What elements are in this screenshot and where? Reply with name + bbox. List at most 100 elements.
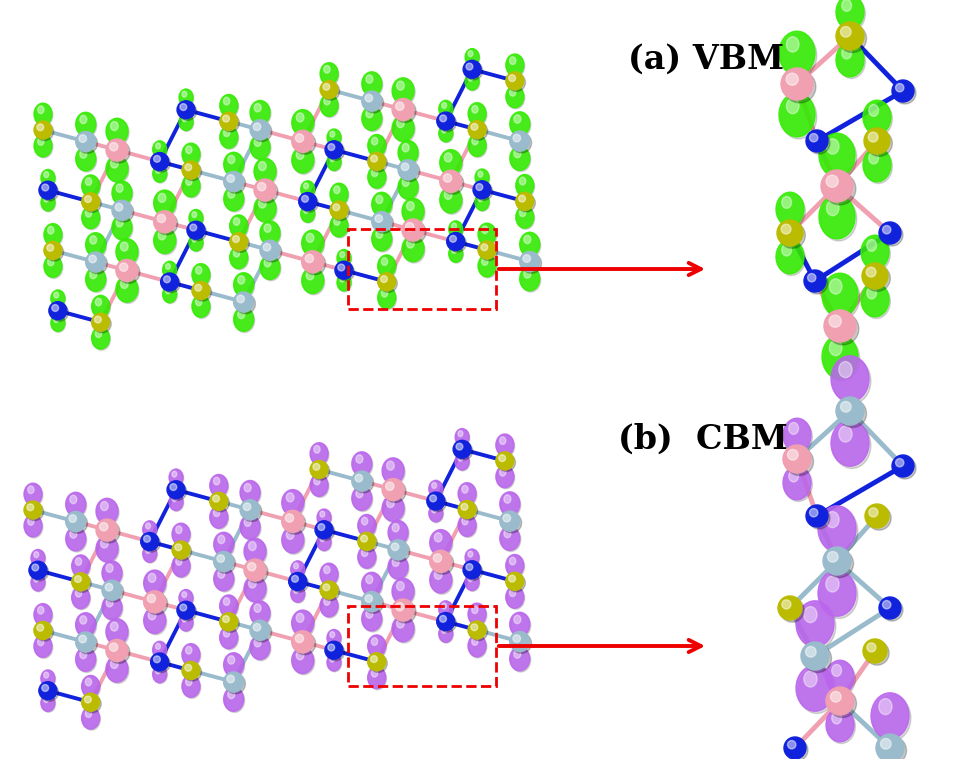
Ellipse shape: [290, 585, 305, 603]
Ellipse shape: [224, 153, 243, 176]
Ellipse shape: [326, 153, 341, 171]
Circle shape: [215, 553, 235, 573]
Circle shape: [786, 741, 795, 749]
Circle shape: [327, 644, 334, 651]
Circle shape: [805, 130, 828, 152]
Ellipse shape: [245, 577, 267, 603]
Ellipse shape: [169, 469, 183, 486]
Ellipse shape: [471, 638, 478, 645]
Ellipse shape: [506, 87, 525, 109]
Ellipse shape: [323, 566, 329, 574]
Circle shape: [327, 143, 334, 150]
Ellipse shape: [786, 36, 798, 52]
Circle shape: [40, 683, 59, 701]
Ellipse shape: [234, 272, 253, 297]
Ellipse shape: [154, 191, 177, 217]
Ellipse shape: [442, 628, 446, 633]
Ellipse shape: [163, 287, 177, 304]
Ellipse shape: [251, 102, 271, 126]
Ellipse shape: [214, 567, 234, 591]
Ellipse shape: [509, 589, 515, 597]
Ellipse shape: [383, 496, 404, 522]
Ellipse shape: [153, 228, 176, 254]
Text: (a) VBM: (a) VBM: [627, 43, 784, 75]
Circle shape: [84, 696, 91, 703]
Circle shape: [515, 192, 533, 210]
Ellipse shape: [172, 523, 190, 545]
Circle shape: [256, 181, 277, 203]
Ellipse shape: [333, 218, 340, 225]
Ellipse shape: [317, 509, 330, 526]
Ellipse shape: [31, 550, 45, 566]
Ellipse shape: [69, 496, 77, 504]
Circle shape: [47, 244, 54, 251]
Ellipse shape: [31, 550, 46, 567]
Ellipse shape: [439, 126, 453, 143]
Text: (b)  CBM: (b) CBM: [617, 423, 787, 455]
Circle shape: [361, 591, 381, 612]
Circle shape: [224, 172, 243, 191]
Ellipse shape: [44, 172, 49, 178]
Ellipse shape: [431, 568, 452, 594]
Ellipse shape: [85, 209, 92, 217]
Ellipse shape: [301, 267, 323, 294]
Ellipse shape: [231, 216, 248, 238]
Ellipse shape: [510, 648, 531, 672]
Circle shape: [800, 642, 828, 670]
Ellipse shape: [155, 143, 160, 149]
Ellipse shape: [382, 458, 404, 483]
Circle shape: [98, 521, 120, 543]
Circle shape: [34, 121, 52, 139]
Ellipse shape: [388, 521, 407, 544]
Circle shape: [807, 507, 829, 529]
Circle shape: [312, 462, 329, 480]
Ellipse shape: [243, 538, 266, 564]
Circle shape: [380, 276, 387, 282]
Circle shape: [29, 561, 47, 579]
Ellipse shape: [303, 207, 308, 213]
Ellipse shape: [439, 124, 452, 142]
Ellipse shape: [251, 637, 271, 660]
Circle shape: [355, 474, 362, 482]
Ellipse shape: [314, 446, 319, 453]
Ellipse shape: [170, 470, 184, 487]
Circle shape: [180, 104, 187, 111]
Circle shape: [301, 250, 323, 272]
Ellipse shape: [179, 590, 192, 606]
Ellipse shape: [239, 515, 260, 539]
Ellipse shape: [372, 194, 393, 218]
Circle shape: [153, 656, 160, 663]
Ellipse shape: [371, 638, 377, 645]
Circle shape: [146, 593, 167, 615]
Circle shape: [404, 221, 426, 243]
Ellipse shape: [112, 217, 133, 241]
Ellipse shape: [323, 597, 329, 605]
Ellipse shape: [378, 256, 397, 278]
Ellipse shape: [365, 75, 372, 83]
Circle shape: [469, 622, 488, 641]
Circle shape: [508, 575, 515, 582]
Circle shape: [163, 276, 170, 282]
Circle shape: [866, 643, 875, 652]
Ellipse shape: [224, 688, 243, 711]
Ellipse shape: [878, 698, 891, 715]
Ellipse shape: [48, 258, 54, 266]
Circle shape: [881, 225, 890, 234]
Ellipse shape: [496, 435, 514, 457]
Ellipse shape: [479, 256, 496, 278]
Circle shape: [893, 457, 915, 479]
Ellipse shape: [191, 236, 196, 242]
Circle shape: [227, 676, 234, 683]
Circle shape: [220, 613, 237, 631]
Ellipse shape: [361, 72, 381, 96]
Ellipse shape: [434, 570, 442, 579]
Circle shape: [326, 143, 344, 160]
Ellipse shape: [368, 167, 386, 189]
Circle shape: [185, 164, 191, 171]
Circle shape: [459, 502, 477, 520]
Circle shape: [518, 195, 525, 202]
Ellipse shape: [509, 146, 530, 170]
Ellipse shape: [182, 676, 199, 698]
Ellipse shape: [228, 690, 234, 699]
Ellipse shape: [254, 638, 261, 647]
